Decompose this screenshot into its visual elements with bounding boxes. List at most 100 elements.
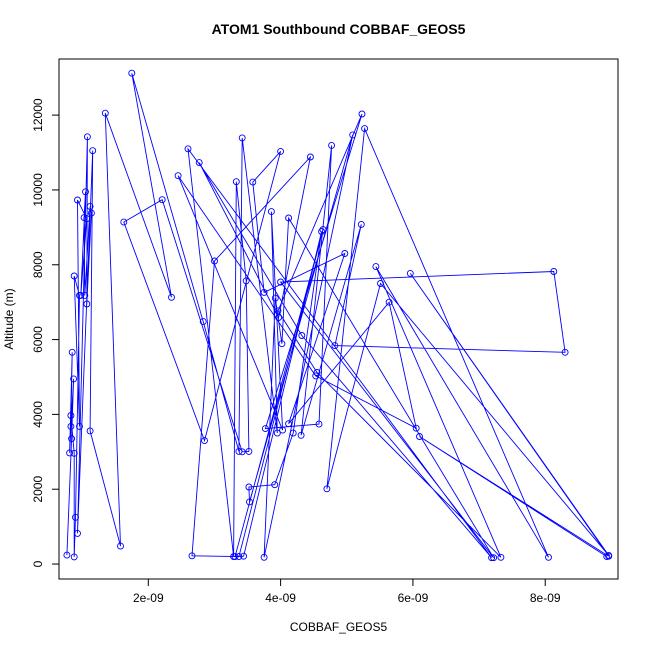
data-point <box>238 448 246 456</box>
data-point <box>83 133 91 141</box>
data-point <box>331 342 339 350</box>
data-point <box>89 147 97 155</box>
data-point <box>158 196 166 204</box>
data-point <box>323 485 331 493</box>
data-point <box>201 437 208 445</box>
data-point <box>174 172 182 180</box>
x-tick-label: 2e-09 <box>133 591 164 605</box>
x-tick-label: 8e-09 <box>530 591 561 605</box>
data-point <box>260 288 268 296</box>
x-tick-label: 6e-09 <box>398 591 429 605</box>
data-point <box>561 348 569 356</box>
data-point <box>412 424 420 432</box>
data-point <box>312 372 320 380</box>
data-point <box>242 277 250 285</box>
data-point <box>603 553 611 561</box>
data-point <box>199 318 207 326</box>
chart-title: ATOM1 Southbound COBBAF_GEOS5 <box>212 21 466 37</box>
data-point <box>81 291 89 299</box>
data-point <box>274 307 282 315</box>
data-point <box>238 134 246 142</box>
data-point <box>184 145 192 153</box>
data-point <box>297 431 305 439</box>
data-point <box>86 202 94 210</box>
y-tick-label: 0 <box>31 560 45 567</box>
data-point <box>349 131 357 139</box>
data-point <box>285 420 293 428</box>
data-point <box>497 553 505 561</box>
data-point <box>277 147 285 155</box>
data-point <box>245 483 253 491</box>
data-point <box>341 250 349 257</box>
data-point <box>328 141 336 149</box>
data-point <box>306 153 314 161</box>
data-point <box>289 429 297 437</box>
data-point <box>245 447 253 455</box>
data-point <box>68 348 76 356</box>
data-point <box>70 553 78 561</box>
data-point <box>249 178 257 186</box>
data-point <box>273 429 281 437</box>
y-axis: 0 2000 4000 6000 8000 10000 12000 <box>31 98 60 567</box>
data-point <box>235 553 243 561</box>
data-point <box>211 257 218 265</box>
data-point <box>117 542 124 550</box>
data-point <box>67 412 75 419</box>
data-point <box>278 340 286 348</box>
data-point <box>235 447 243 455</box>
y-tick-label: 12000 <box>31 98 45 132</box>
data-point <box>74 196 81 204</box>
data-point <box>279 426 287 434</box>
data-point <box>67 422 75 430</box>
data-point <box>231 553 239 561</box>
data-point <box>76 422 83 430</box>
y-tick-label: 4000 <box>31 401 45 428</box>
y-tick-label: 6000 <box>31 326 45 353</box>
data-point <box>406 269 414 277</box>
data-point <box>74 529 81 537</box>
data-point <box>416 433 423 440</box>
y-axis-label: Altitude (m) <box>2 288 16 349</box>
data-point <box>66 449 74 457</box>
data-point <box>313 369 321 376</box>
data-point <box>168 293 175 301</box>
y-tick-label: 10000 <box>31 173 45 207</box>
data-point <box>195 159 203 167</box>
data-point <box>232 178 240 186</box>
data-point <box>261 425 269 433</box>
x-tick-label: 4e-09 <box>265 591 296 605</box>
data-point <box>87 209 95 217</box>
x-axis-label: COBBAF_GEOS5 <box>290 620 388 634</box>
data-point <box>285 214 293 222</box>
series-layer <box>63 69 613 562</box>
data-point <box>361 125 369 133</box>
data-point <box>488 554 496 562</box>
data-point <box>385 298 393 306</box>
data-point <box>70 449 78 457</box>
data-point <box>318 228 326 235</box>
series-line <box>66 73 610 558</box>
data-point <box>490 554 498 562</box>
data-point <box>246 498 253 506</box>
data-point <box>377 280 384 287</box>
data-point <box>315 420 323 428</box>
data-point <box>358 110 366 118</box>
data-point <box>545 553 552 561</box>
data-point <box>70 272 78 280</box>
x-axis: 2e-09 4e-09 6e-09 8e-09 <box>133 578 561 605</box>
y-tick-label: 2000 <box>31 476 45 503</box>
data-point <box>72 513 79 521</box>
data-point <box>240 552 248 560</box>
data-point <box>77 291 85 299</box>
data-point <box>277 278 285 286</box>
data-point <box>319 226 327 234</box>
data-point <box>80 214 88 222</box>
data-point <box>275 314 283 321</box>
data-point <box>271 481 279 489</box>
data-point <box>357 220 365 228</box>
y-tick-label: 8000 <box>31 251 45 278</box>
data-point <box>101 109 109 117</box>
data-point <box>128 69 136 77</box>
data-point <box>267 208 275 216</box>
